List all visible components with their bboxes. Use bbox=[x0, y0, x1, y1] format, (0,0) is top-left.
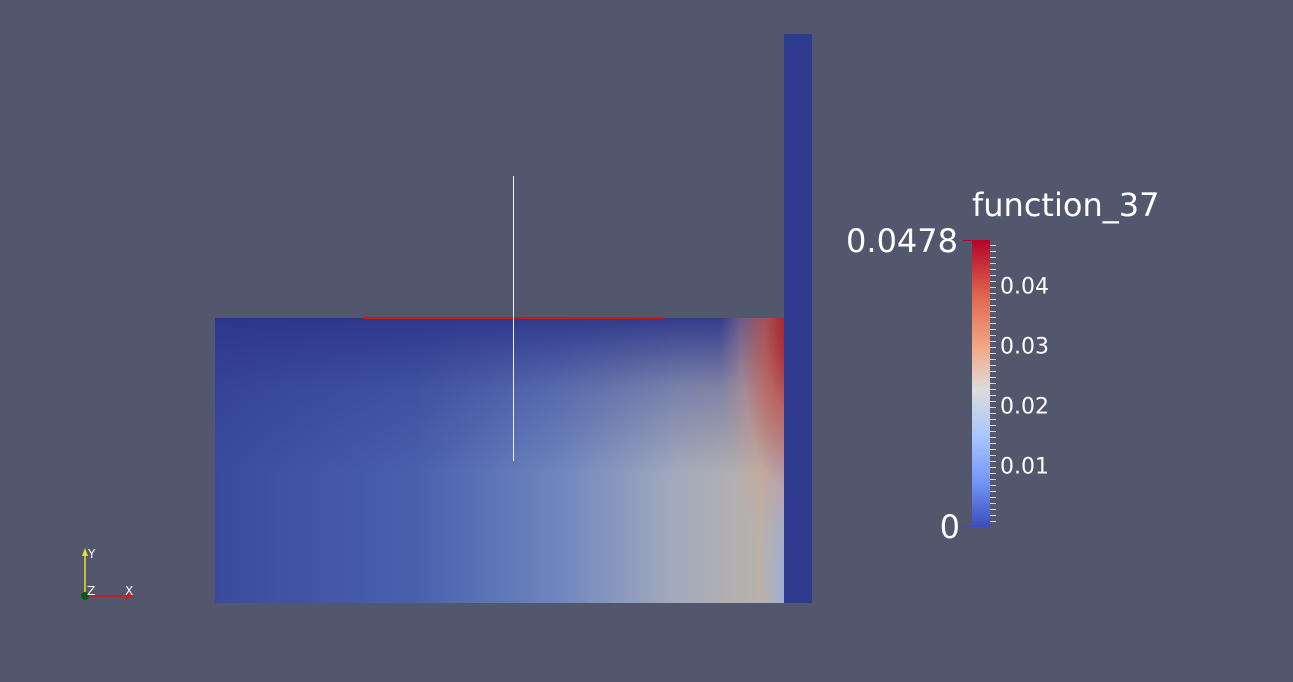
minor-tick bbox=[990, 497, 996, 498]
tick-label: 0.01 bbox=[1000, 454, 1049, 480]
orientation-axes: Y Z X bbox=[81, 547, 134, 600]
minor-tick bbox=[990, 491, 996, 492]
minor-tick bbox=[990, 245, 996, 246]
minor-tick bbox=[990, 479, 996, 480]
minor-tick bbox=[990, 503, 996, 504]
minor-tick bbox=[990, 293, 996, 294]
minor-tick bbox=[990, 287, 996, 288]
minor-tick bbox=[990, 485, 996, 486]
minor-tick bbox=[990, 317, 996, 318]
minor-tick bbox=[990, 347, 996, 348]
minor-tick bbox=[990, 407, 996, 408]
minor-tick bbox=[990, 329, 996, 330]
minor-tick bbox=[990, 305, 996, 306]
min-marker bbox=[963, 526, 971, 527]
minor-tick bbox=[990, 263, 996, 264]
minor-tick bbox=[990, 515, 996, 516]
minor-tick bbox=[990, 365, 996, 366]
minor-tick bbox=[990, 395, 996, 396]
minor-tick bbox=[990, 467, 996, 468]
range-min-label: 0 bbox=[939, 508, 960, 546]
minor-tick bbox=[990, 389, 996, 390]
minor-tick bbox=[990, 419, 996, 420]
tick-label: 0.02 bbox=[1000, 394, 1049, 420]
minor-tick bbox=[990, 371, 996, 372]
minor-tick bbox=[990, 509, 996, 510]
tick-label: 0.03 bbox=[1000, 334, 1049, 360]
minor-tick bbox=[990, 437, 996, 438]
vertical-column-domain bbox=[784, 34, 812, 603]
minor-tick bbox=[990, 473, 996, 474]
minor-tick bbox=[990, 269, 996, 270]
y-arrowhead-icon bbox=[82, 548, 88, 556]
minor-tick bbox=[990, 299, 996, 300]
minor-tick bbox=[990, 383, 996, 384]
max-marker bbox=[963, 240, 971, 241]
z-axis-dot bbox=[81, 592, 89, 600]
minor-tick bbox=[990, 353, 996, 354]
minor-tick bbox=[990, 359, 996, 360]
range-max-label: 0.0478 bbox=[846, 222, 958, 260]
minor-tick bbox=[990, 275, 996, 276]
white-line-probe bbox=[513, 176, 514, 461]
x-arrowhead-icon bbox=[126, 593, 134, 599]
y-axis-label: Y bbox=[87, 547, 96, 561]
minor-tick bbox=[990, 257, 996, 258]
minor-tick bbox=[990, 401, 996, 402]
minor-tick bbox=[990, 425, 996, 426]
minor-tick bbox=[990, 377, 996, 378]
minor-tick bbox=[990, 335, 996, 336]
tick-label: 0.04 bbox=[1000, 274, 1049, 300]
scalar-field-domain bbox=[215, 318, 790, 603]
color-legend-title: function_37 bbox=[972, 186, 1160, 224]
x-axis-label: X bbox=[125, 584, 133, 598]
minor-tick bbox=[990, 449, 996, 450]
minor-tick bbox=[990, 251, 996, 252]
minor-tick bbox=[990, 311, 996, 312]
minor-tick bbox=[990, 431, 996, 432]
minor-tick bbox=[990, 413, 996, 414]
minor-tick bbox=[990, 443, 996, 444]
minor-tick bbox=[990, 341, 996, 342]
minor-tick bbox=[990, 455, 996, 456]
minor-tick bbox=[990, 323, 996, 324]
color-bar bbox=[972, 240, 990, 527]
minor-tick bbox=[990, 461, 996, 462]
z-axis-label: Z bbox=[87, 584, 95, 598]
minor-tick bbox=[990, 521, 996, 522]
minor-tick bbox=[990, 281, 996, 282]
